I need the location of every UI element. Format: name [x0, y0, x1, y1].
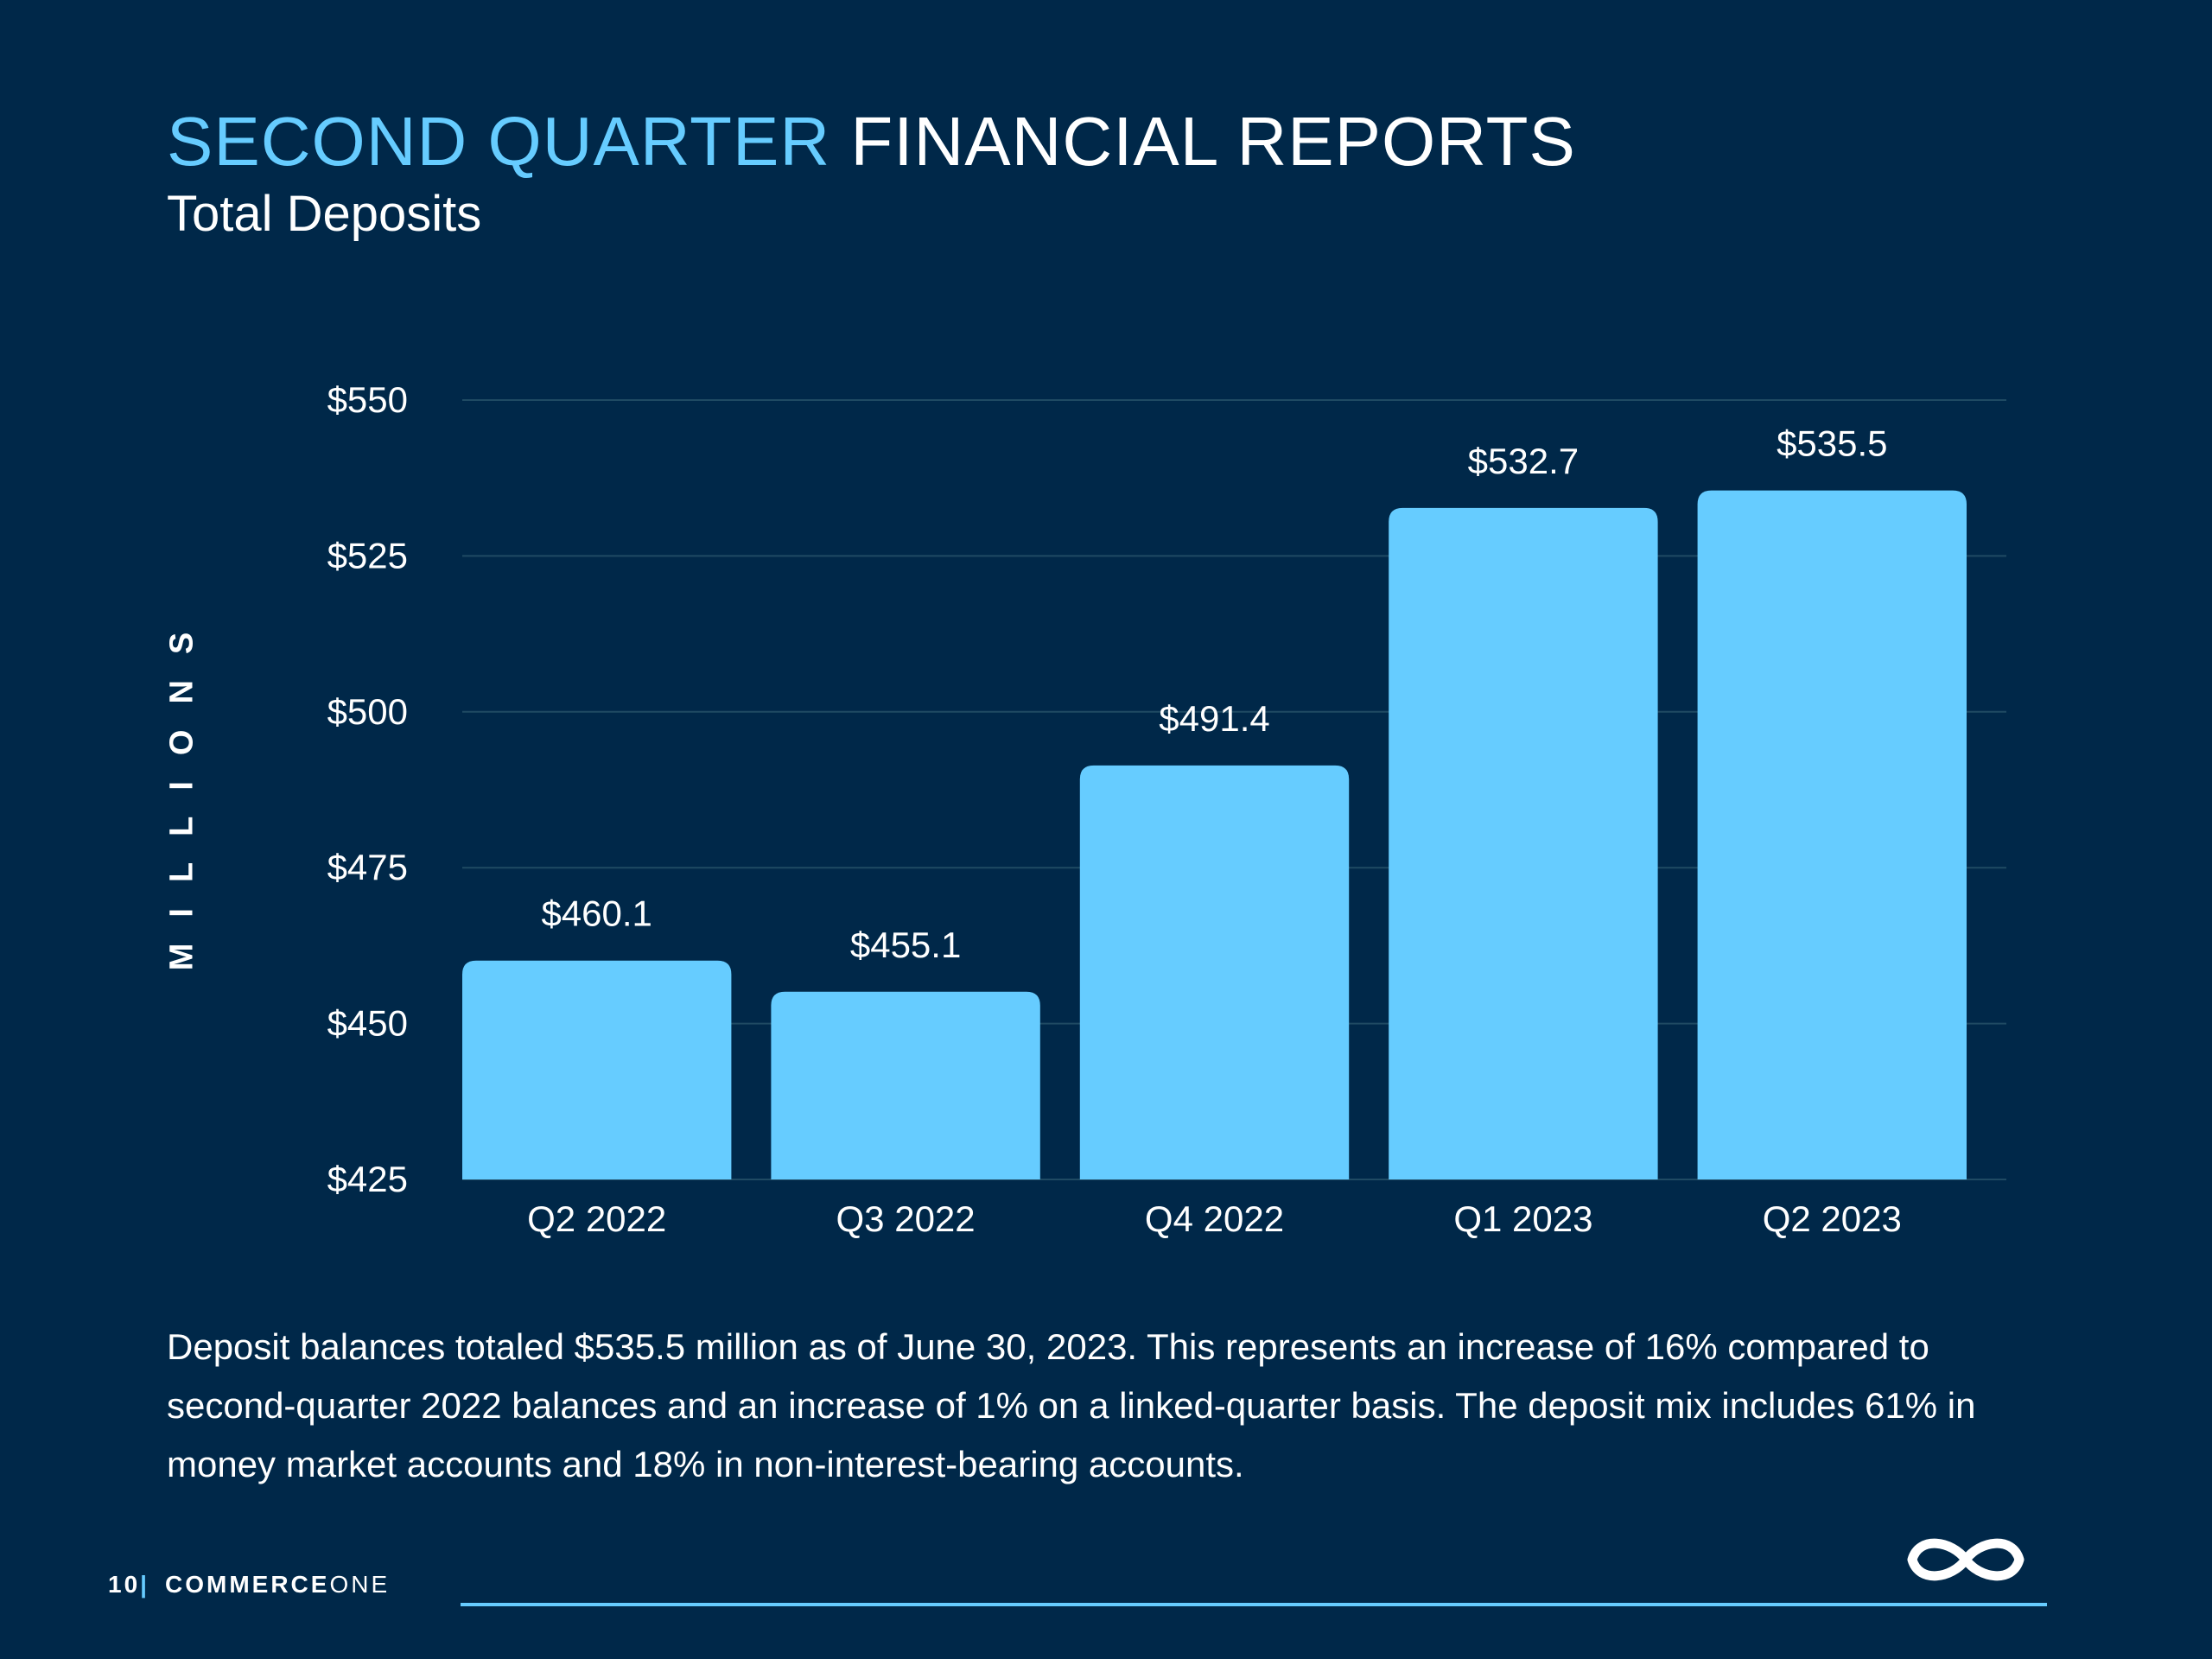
- footer-divider: [461, 1603, 2047, 1606]
- y-tick-label: $525: [327, 535, 408, 575]
- bar-value-label: $535.5: [1777, 423, 1887, 464]
- x-tick-label: Q2 2022: [527, 1198, 666, 1239]
- brand-name-bold: COMMERCE: [165, 1571, 330, 1598]
- footer-separator: |: [140, 1571, 149, 1598]
- x-tick-label: Q3 2022: [836, 1198, 976, 1239]
- deposits-bar-chart: $425 $450 $475 $500 $525 $550 $460.1 Q2 2022 $45…: [327, 379, 2006, 1239]
- bar-value-label: $460.1: [541, 893, 652, 934]
- infinity-icon: [1907, 1538, 2024, 1581]
- bar-value-label: $491.4: [1159, 698, 1269, 739]
- bar: [771, 991, 1040, 1179]
- page-subtitle: Total Deposits: [167, 186, 482, 242]
- description-text: Deposit balances totaled $535.5 million …: [167, 1326, 1976, 1484]
- brand-name-light: ONE: [329, 1571, 391, 1598]
- y-tick-label: $450: [327, 1003, 408, 1044]
- y-tick-label: $475: [327, 847, 408, 887]
- bar-value-label: $455.1: [850, 925, 961, 965]
- y-tick-label: $550: [327, 379, 408, 420]
- footer: 10 | COMMERCE ONE: [108, 1571, 390, 1599]
- y-tick-label: $425: [327, 1159, 408, 1199]
- title-rest: FINANCIAL REPORTS: [850, 103, 1576, 180]
- page-number: 10: [108, 1571, 141, 1598]
- bar: [1389, 507, 1658, 1179]
- bar-value-label: $532.7: [1468, 441, 1579, 481]
- x-tick-label: Q2 2023: [1763, 1198, 1902, 1239]
- page-title: SECOND QUARTER FINANCIAL REPORTS: [167, 102, 1576, 181]
- bar: [1079, 765, 1350, 1179]
- x-tick-label: Q4 2022: [1145, 1198, 1284, 1239]
- bar: [462, 960, 732, 1179]
- y-tick-label: $500: [327, 691, 408, 732]
- title-accent: SECOND QUARTER: [167, 103, 831, 180]
- x-tick-label: Q1 2023: [1453, 1198, 1592, 1239]
- bar: [1697, 490, 1967, 1179]
